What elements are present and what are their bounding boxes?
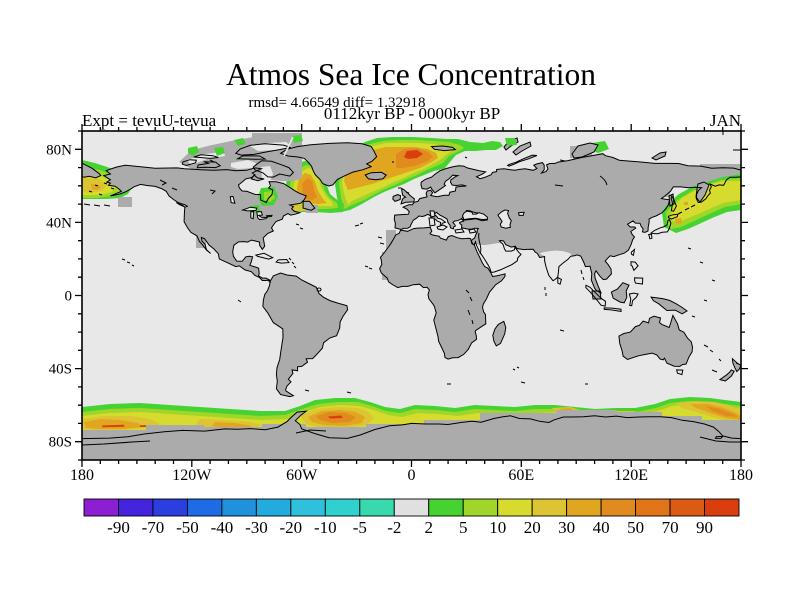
svg-text:120W: 120W [172,467,212,484]
svg-text:-20: -20 [279,518,302,537]
svg-text:-30: -30 [245,518,268,537]
svg-text:0: 0 [65,289,73,305]
svg-text:JAN: JAN [710,111,741,130]
svg-text:10: 10 [489,518,506,537]
svg-text:40S: 40S [49,362,72,378]
svg-text:40N: 40N [46,215,72,231]
svg-text:-10: -10 [314,518,337,537]
svg-text:30: 30 [558,518,575,537]
svg-text:-5: -5 [353,518,367,537]
svg-text:-50: -50 [176,518,199,537]
svg-text:0: 0 [408,467,416,484]
svg-text:80S: 80S [49,435,72,451]
svg-text:180: 180 [729,467,753,484]
svg-text:120E: 120E [614,467,648,484]
svg-text:20: 20 [524,518,541,537]
svg-text:90: 90 [696,518,713,537]
svg-text:60E: 60E [508,467,534,484]
svg-text:180: 180 [70,467,94,484]
svg-text:-70: -70 [142,518,165,537]
svg-text:Atmos Sea Ice Concentration: Atmos Sea Ice Concentration [226,57,596,92]
svg-text:0112kyr BP - 0000kyr BP: 0112kyr BP - 0000kyr BP [324,104,500,123]
svg-text:2: 2 [424,518,433,537]
svg-text:rmsd= 4.66549 diff= 1.32918: rmsd= 4.66549 diff= 1.32918 [248,95,425,111]
svg-text:40: 40 [593,518,610,537]
svg-text:-40: -40 [211,518,234,537]
svg-text:Expt = tevuU-tevua: Expt = tevuU-tevua [82,111,217,130]
svg-text:80N: 80N [46,142,72,158]
svg-text:50: 50 [627,518,644,537]
svg-text:-90: -90 [107,518,130,537]
svg-text:60W: 60W [286,467,318,484]
svg-text:5: 5 [459,518,468,537]
svg-text:70: 70 [662,518,679,537]
svg-text:-2: -2 [387,518,401,537]
